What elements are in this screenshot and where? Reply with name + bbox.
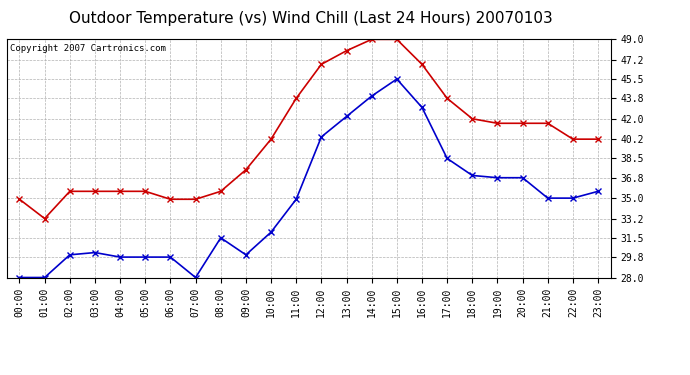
- Text: Copyright 2007 Cartronics.com: Copyright 2007 Cartronics.com: [10, 44, 166, 53]
- Text: Outdoor Temperature (vs) Wind Chill (Last 24 Hours) 20070103: Outdoor Temperature (vs) Wind Chill (Las…: [68, 11, 553, 26]
